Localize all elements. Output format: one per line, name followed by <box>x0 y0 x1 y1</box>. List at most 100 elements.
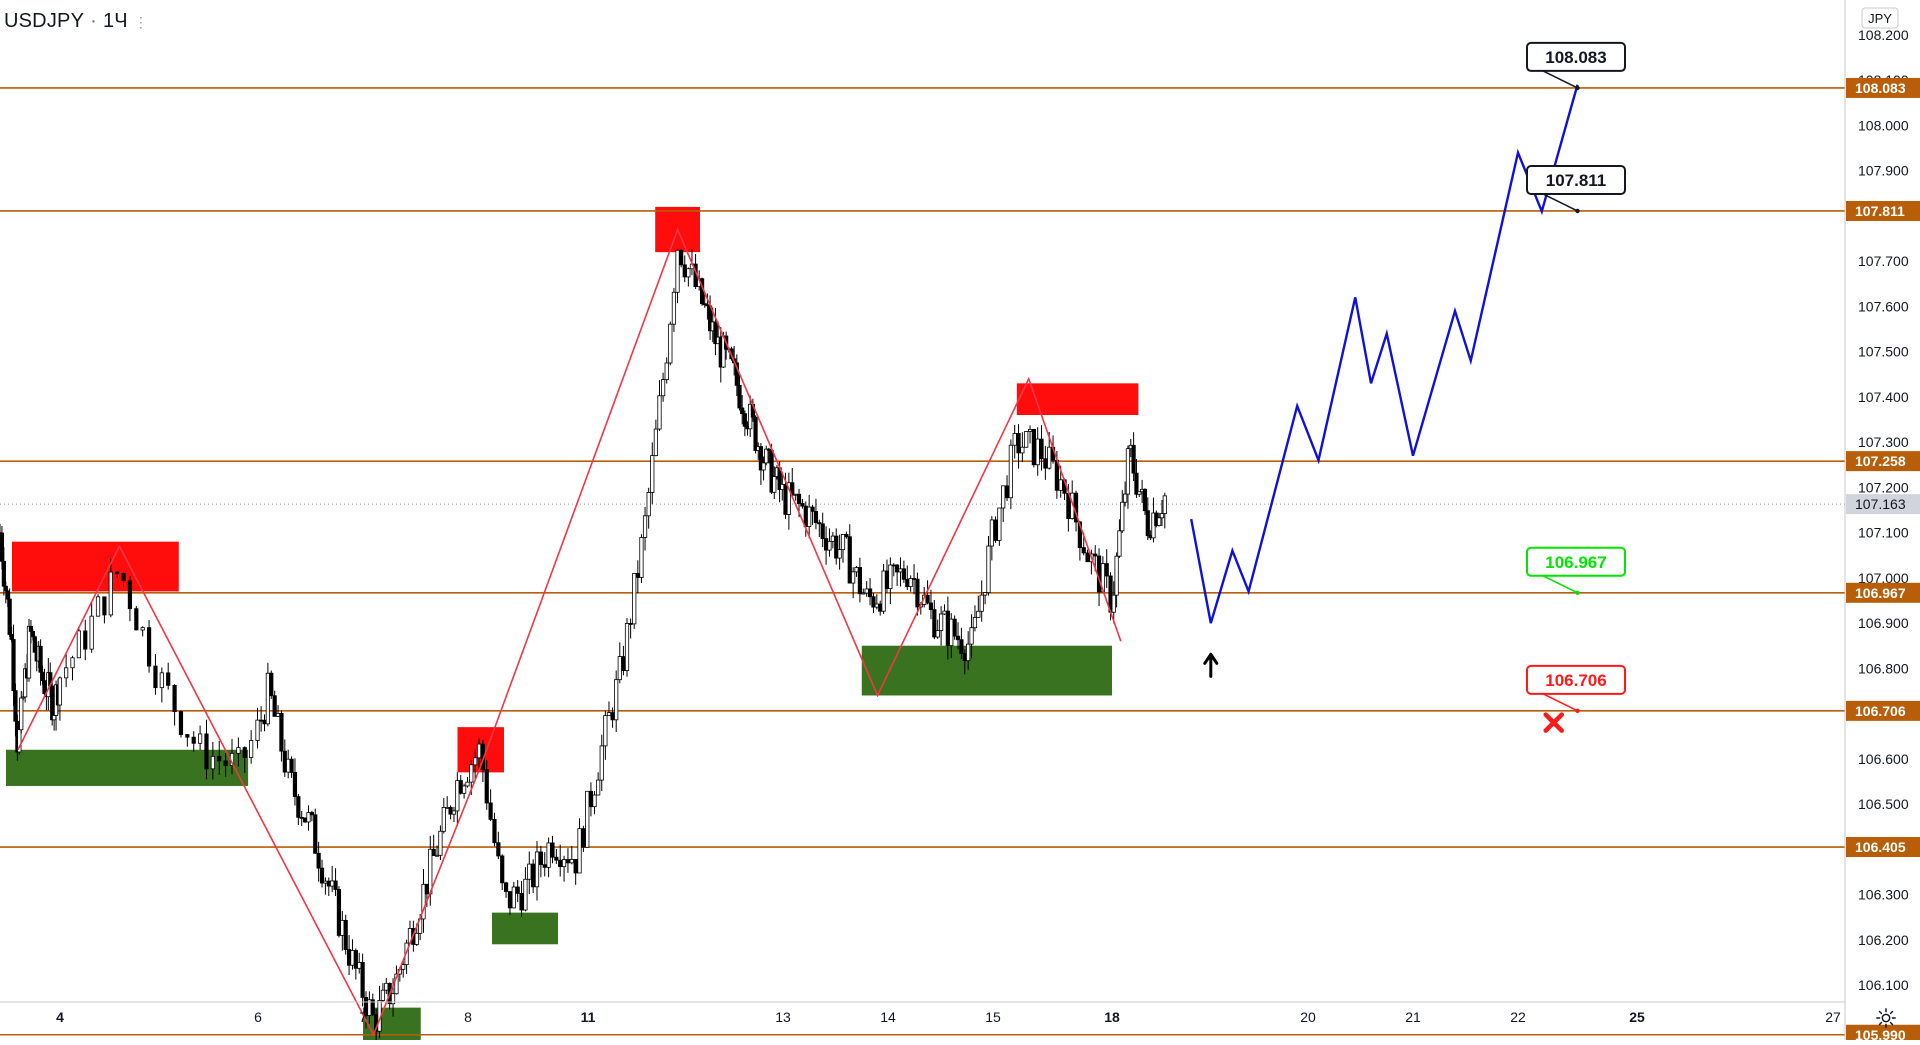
price-tick-label: 106.600 <box>1858 751 1909 767</box>
candle-body <box>496 842 501 857</box>
level-price-badge[interactable] <box>1846 837 1920 858</box>
candle-body <box>945 610 950 647</box>
candle-body <box>401 964 406 970</box>
level-price-badge[interactable] <box>1846 451 1920 472</box>
level-price-label: 107.811 <box>1855 203 1905 219</box>
candle-body <box>740 407 745 415</box>
supply-zone[interactable] <box>12 541 179 592</box>
price-callout[interactable]: 106.706 <box>1526 664 1626 714</box>
chevron-down-icon[interactable]: ⋮ <box>133 14 149 30</box>
candle-body <box>323 880 328 884</box>
candle-body <box>1031 429 1036 466</box>
candle-body <box>565 859 571 864</box>
candle-body <box>313 814 318 854</box>
candle-body <box>370 999 375 1016</box>
candle-body <box>448 806 453 815</box>
candle-body <box>414 932 419 945</box>
candle-body <box>925 594 930 604</box>
price-callout[interactable]: 108.083 <box>1526 41 1626 91</box>
close-icon[interactable] <box>1543 712 1564 733</box>
candle-body <box>488 802 493 820</box>
candle-body <box>5 590 10 600</box>
candle-body <box>428 848 433 895</box>
current-price-label: 107.163 <box>1855 496 1906 512</box>
candle-body <box>561 859 567 868</box>
zigzag-pattern-line[interactable] <box>17 227 1122 1037</box>
candle-body <box>979 594 984 612</box>
candle-body <box>441 806 446 832</box>
candle-body <box>242 747 247 758</box>
candle-body <box>976 610 981 618</box>
candle-body <box>121 572 126 582</box>
callout-box <box>1526 546 1626 577</box>
candle-body <box>1001 485 1006 509</box>
level-price-badge[interactable] <box>1846 700 1920 721</box>
level-price-badge[interactable] <box>1846 200 1920 221</box>
candle-body <box>210 755 215 770</box>
candle-body <box>384 982 389 991</box>
candle-body <box>1058 479 1063 491</box>
callout-label: 108.083 <box>1545 48 1606 67</box>
candle-body <box>753 416 758 451</box>
candle-body <box>585 790 590 848</box>
candle-body <box>292 772 298 797</box>
symbol-header[interactable]: USDJPY · 1Ч ⋮ <box>4 10 148 33</box>
candle-body <box>664 362 669 380</box>
callout-anchor <box>1575 85 1580 91</box>
candle-body <box>851 571 856 584</box>
gear-icon[interactable] <box>1872 1004 1900 1032</box>
price-callout[interactable]: 107.811 <box>1526 164 1626 214</box>
candle-body <box>32 636 37 653</box>
callout-pointer <box>1542 70 1578 89</box>
candle-body <box>807 506 812 527</box>
candle-body <box>1 560 6 587</box>
candle-body <box>303 817 308 823</box>
candle-body <box>772 476 777 493</box>
candle-body <box>223 760 228 766</box>
candle-body <box>911 578 917 580</box>
demand-zone[interactable] <box>492 912 558 945</box>
candle-body <box>40 671 45 681</box>
callout-label: 106.967 <box>1545 553 1606 572</box>
level-price-badge[interactable] <box>1846 582 1920 603</box>
candle-body <box>874 603 879 608</box>
candle-body <box>888 564 893 589</box>
candle-body <box>115 571 120 574</box>
candle-body <box>102 596 107 616</box>
candle-body <box>928 602 934 611</box>
price-callout[interactable]: 106.967 <box>1526 546 1626 595</box>
candle-body <box>639 537 644 578</box>
candle-body <box>653 428 658 457</box>
forecast-path-line[interactable] <box>1190 84 1579 624</box>
time-tick-label: 27 <box>1825 1009 1841 1025</box>
candle-body <box>592 794 597 808</box>
candle-body <box>1145 510 1150 537</box>
currency-badge[interactable]: JPY <box>1861 7 1899 29</box>
price-tick-label: 107.100 <box>1858 525 1909 541</box>
candle-body <box>259 719 264 722</box>
candle-body <box>830 535 835 542</box>
candle-body <box>554 856 559 861</box>
candle-body <box>166 672 171 686</box>
candle-body <box>686 268 691 278</box>
candle-body <box>421 883 426 920</box>
candle-body <box>1008 444 1013 499</box>
candle-body <box>153 665 158 689</box>
candle-body <box>484 769 489 804</box>
candle-body <box>9 634 14 640</box>
demand-zone[interactable] <box>861 645 1112 696</box>
candle-body <box>262 719 267 725</box>
level-price-label: 108.083 <box>1855 80 1906 96</box>
up-arrow-icon[interactable] <box>1203 652 1219 678</box>
candle-body <box>511 886 516 909</box>
candle-body <box>1012 433 1017 446</box>
candle-body <box>1114 555 1119 596</box>
time-tick-label: 25 <box>1629 1009 1645 1025</box>
level-price-badge[interactable] <box>1846 77 1920 98</box>
candle-body <box>588 790 594 808</box>
candle-body <box>962 653 967 662</box>
candle-body <box>64 667 69 679</box>
supply-zone[interactable] <box>1016 383 1139 415</box>
